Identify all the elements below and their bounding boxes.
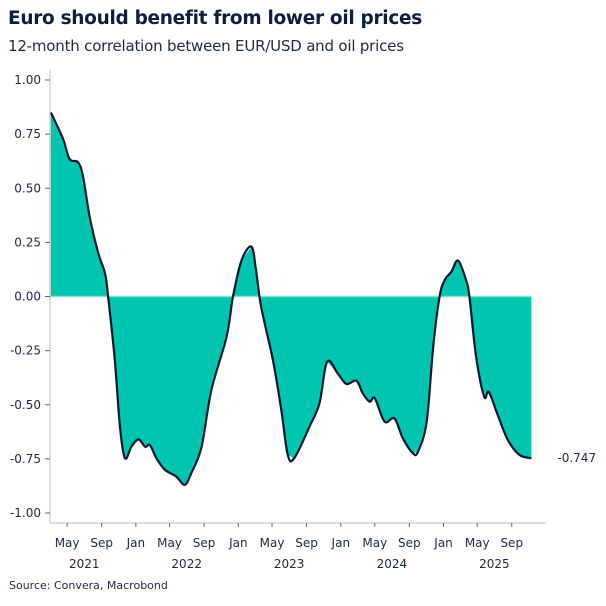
- y-tick-label: 1.00: [14, 73, 41, 87]
- y-tick-label: 0.00: [14, 290, 41, 304]
- y-tick-label: -1.00: [10, 506, 41, 520]
- x-tick-label: Jan: [126, 536, 146, 550]
- y-tick-label: -0.50: [10, 398, 41, 412]
- y-tick-label: 0.50: [14, 181, 41, 195]
- x-tick-label: Sep: [500, 536, 523, 550]
- x-tick-label: May: [362, 536, 387, 550]
- y-tick-label: 0.25: [14, 235, 41, 249]
- x-tick-label: May: [465, 536, 490, 550]
- source-note: Source: Convera, Macrobond: [9, 579, 168, 592]
- x-tick-label: Sep: [295, 536, 318, 550]
- y-tick-label: -0.75: [10, 452, 41, 466]
- x-tick-label: May: [157, 536, 182, 550]
- x-tick-label: Jan: [228, 536, 248, 550]
- x-tick-label: Jan: [331, 536, 351, 550]
- y-tick-label: 0.75: [14, 127, 41, 141]
- year-label: 2022: [171, 557, 202, 571]
- year-label: 2023: [274, 557, 305, 571]
- year-label: 2021: [69, 557, 100, 571]
- correlation-line: [49, 112, 532, 486]
- area-fill: [50, 112, 532, 485]
- chart-subtitle: 12-month correlation between EUR/USD and…: [8, 37, 404, 55]
- x-tick-label: Sep: [193, 536, 216, 550]
- year-label: 2025: [479, 557, 510, 571]
- year-label: 2024: [377, 557, 408, 571]
- last-value-label: -0.747: [557, 451, 596, 465]
- x-tick-label: Sep: [90, 536, 113, 550]
- chart-title: Euro should benefit from lower oil price…: [8, 8, 422, 29]
- x-tick-label: Jan: [433, 536, 453, 550]
- y-tick-label: -0.25: [10, 344, 41, 358]
- x-tick-label: May: [55, 536, 80, 550]
- x-tick-label: Sep: [398, 536, 421, 550]
- x-tick-label: May: [260, 536, 285, 550]
